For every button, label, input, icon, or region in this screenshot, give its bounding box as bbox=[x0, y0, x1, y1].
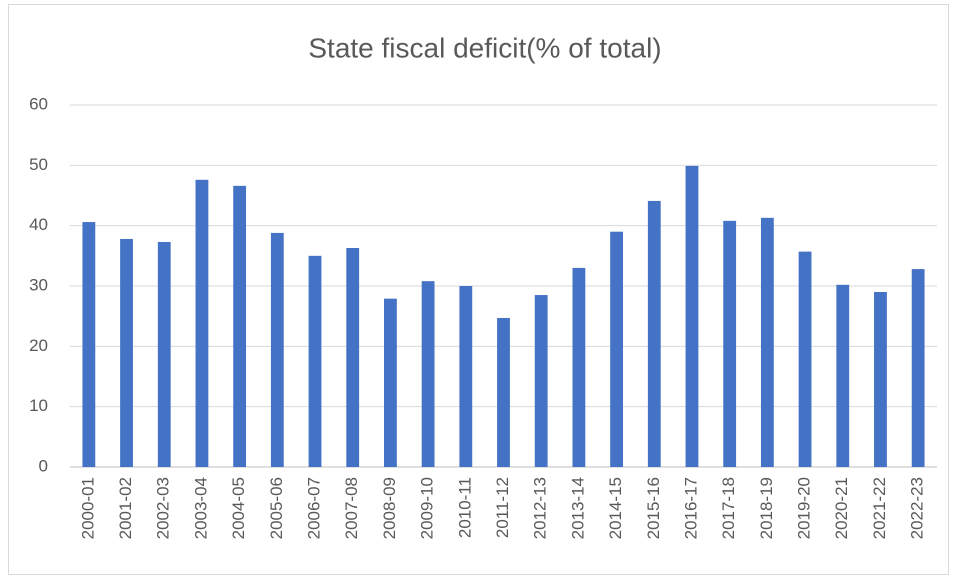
x-tick-label: 2003-04 bbox=[191, 477, 210, 539]
bar bbox=[270, 232, 284, 467]
x-tick-label: 2012-13 bbox=[531, 477, 550, 539]
bar bbox=[308, 255, 322, 467]
x-tick-label: 2014-15 bbox=[606, 477, 625, 539]
bar bbox=[572, 267, 586, 467]
y-tick-label: 30 bbox=[29, 275, 48, 294]
bar bbox=[836, 284, 850, 467]
bar bbox=[233, 185, 247, 467]
y-tick-label: 50 bbox=[29, 155, 48, 174]
y-tick-label: 40 bbox=[29, 215, 48, 234]
bar bbox=[760, 217, 774, 467]
chart-title: State fiscal deficit(% of total) bbox=[308, 32, 661, 63]
x-tick-label: 2001-02 bbox=[116, 477, 135, 539]
x-tick-label: 2011-12 bbox=[493, 477, 512, 538]
x-tick-label: 2016-17 bbox=[681, 477, 700, 539]
x-tick-label: 2007-08 bbox=[342, 477, 361, 539]
bar bbox=[723, 220, 737, 467]
x-tick-label: 2010-11 bbox=[455, 477, 474, 538]
bar bbox=[534, 295, 548, 467]
bar bbox=[874, 292, 887, 467]
x-tick-label: 2020-21 bbox=[832, 477, 851, 539]
x-tick-label: 2005-06 bbox=[267, 477, 286, 539]
bar bbox=[82, 222, 96, 467]
x-tick-label: 2017-18 bbox=[719, 477, 738, 539]
y-tick-label: 10 bbox=[29, 396, 48, 415]
x-tick-label: 2006-07 bbox=[305, 477, 324, 539]
bar bbox=[798, 251, 812, 467]
x-tick-label: 2009-10 bbox=[418, 477, 437, 539]
x-tick-label: 2004-05 bbox=[229, 477, 248, 539]
bar bbox=[346, 247, 360, 467]
bar bbox=[384, 298, 397, 467]
x-tick-label: 2018-19 bbox=[757, 477, 776, 539]
bar bbox=[459, 286, 473, 467]
bar bbox=[610, 231, 623, 467]
x-tick-label: 2019-20 bbox=[795, 477, 814, 539]
x-tick-label: 2000-01 bbox=[78, 477, 97, 539]
bar bbox=[157, 241, 171, 467]
x-tick-label: 2021-22 bbox=[870, 477, 889, 539]
x-tick-label: 2022-23 bbox=[908, 477, 927, 539]
y-tick-label: 0 bbox=[39, 456, 48, 475]
x-tick-label: 2015-16 bbox=[644, 477, 663, 539]
y-tick-label: 60 bbox=[29, 94, 48, 113]
bar bbox=[497, 317, 510, 467]
bar bbox=[685, 165, 699, 468]
x-tick-label: 2002-03 bbox=[154, 477, 173, 539]
bar bbox=[647, 200, 661, 467]
bar bbox=[421, 281, 435, 467]
bar bbox=[195, 179, 209, 467]
bar bbox=[911, 269, 925, 467]
y-tick-label: 20 bbox=[29, 336, 48, 355]
x-tick-label: 2013-14 bbox=[568, 477, 587, 539]
x-tick-label: 2008-09 bbox=[380, 477, 399, 539]
bar bbox=[120, 238, 133, 467]
